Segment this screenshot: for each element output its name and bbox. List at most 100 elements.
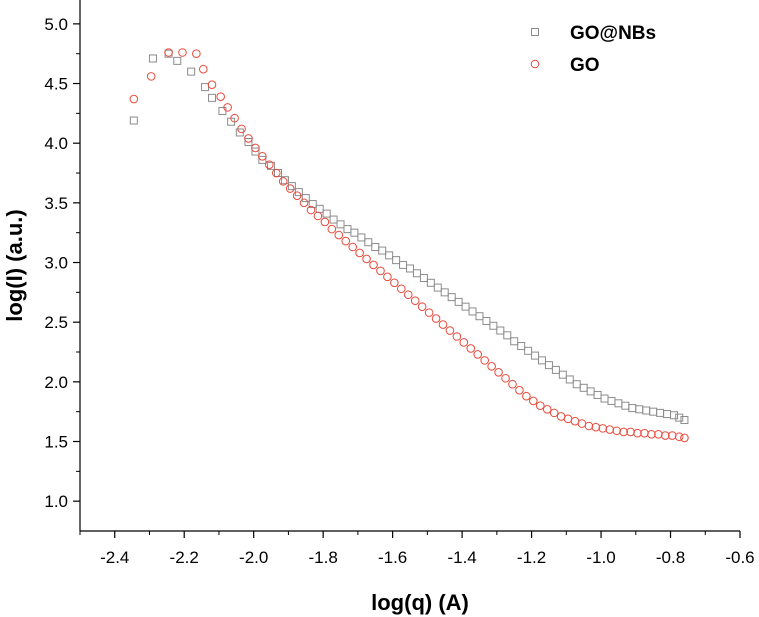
data-point <box>600 394 609 403</box>
data-point <box>410 296 420 306</box>
data-point <box>376 266 385 276</box>
y-tick-label: 1.0 <box>44 492 68 511</box>
data-point <box>529 396 538 406</box>
data-point <box>480 356 489 365</box>
data-point <box>524 346 533 355</box>
data-point <box>265 160 274 169</box>
data-point <box>406 264 414 273</box>
data-point <box>619 427 628 437</box>
data-point <box>362 254 371 264</box>
legend-label: GO <box>570 55 600 76</box>
data-point <box>558 370 567 379</box>
data-point <box>487 362 496 371</box>
data-point <box>237 124 246 134</box>
data-point <box>447 293 456 302</box>
data-point <box>329 215 338 224</box>
data-point <box>223 103 232 112</box>
data-point <box>343 225 352 234</box>
x-tick-label: -1.2 <box>517 548 546 567</box>
data-point <box>503 331 512 340</box>
x-tick-label: -2.4 <box>100 548 129 567</box>
data-point <box>670 411 678 420</box>
data-point <box>531 351 540 360</box>
data-point <box>628 404 637 413</box>
data-point <box>378 246 387 255</box>
data-point <box>320 217 330 227</box>
y-tick-label: 5.0 <box>44 15 68 34</box>
data-point <box>129 116 138 125</box>
data-point <box>635 405 644 414</box>
data-point <box>593 390 602 399</box>
data-point <box>301 194 310 203</box>
data-point <box>565 375 574 384</box>
data-point <box>315 204 324 213</box>
data-point <box>383 272 392 282</box>
data-point <box>292 191 302 200</box>
data-point <box>369 260 378 270</box>
data-point <box>433 283 442 292</box>
data-point <box>426 278 435 287</box>
data-point <box>399 260 408 269</box>
data-point <box>278 177 288 186</box>
data-point <box>607 396 616 405</box>
data-point <box>661 431 670 440</box>
data-point <box>251 147 260 156</box>
axes-layer: -2.4 -2.2 -2.0 -1.8 -1.6 -1.4 -1.2 -1.0 -0.8 -0.6… <box>44 0 755 567</box>
data-point <box>642 406 651 415</box>
data-point <box>308 200 317 209</box>
data-point <box>424 308 434 317</box>
data-point <box>654 430 663 439</box>
data-point <box>461 302 470 311</box>
x-tick-label: -1.0 <box>586 548 615 567</box>
y-tick-label: 1.5 <box>44 433 68 452</box>
data-point <box>397 284 406 294</box>
data-point <box>313 211 323 221</box>
x-tick-label: -0.6 <box>725 548 754 567</box>
data-point <box>473 350 483 359</box>
data-point <box>355 248 364 258</box>
data-point <box>475 312 484 321</box>
data-point <box>517 342 526 351</box>
legend: GO@NBs GO <box>530 23 656 76</box>
x-axis-title: log(q) (A) <box>371 590 469 615</box>
data-point <box>551 365 560 374</box>
data-point <box>501 373 510 383</box>
data-point <box>468 307 477 316</box>
data-point <box>674 432 684 442</box>
y-tick-label: 4.5 <box>44 75 68 94</box>
data-point <box>350 228 359 237</box>
data-point <box>299 198 309 208</box>
data-point <box>515 385 524 395</box>
data-point <box>412 269 421 278</box>
x-tick-label: -2.0 <box>239 548 268 567</box>
data-point <box>538 356 546 365</box>
data-point <box>419 274 428 283</box>
data-point <box>438 320 448 329</box>
y-axis-title: log(I) (a.u.) <box>2 209 27 321</box>
data-point <box>626 427 635 437</box>
x-tick-label: -2.2 <box>170 548 199 567</box>
data-point <box>579 383 588 392</box>
data-point <box>287 182 296 191</box>
data-point <box>230 113 239 123</box>
data-point <box>680 433 689 443</box>
data-point <box>605 425 615 434</box>
data-point <box>164 48 173 57</box>
data-point <box>251 143 260 153</box>
data-point <box>306 205 316 215</box>
data-point <box>271 168 281 178</box>
data-point <box>459 338 469 347</box>
data-point <box>621 401 630 410</box>
data-point <box>390 278 399 288</box>
series-go <box>129 48 689 443</box>
data-point <box>452 332 462 341</box>
data-point <box>542 404 552 414</box>
data-point <box>591 422 601 432</box>
data-point <box>336 220 345 229</box>
data-point <box>584 421 594 431</box>
data-point <box>417 302 427 311</box>
x-tick-label: -1.4 <box>447 548 476 567</box>
data-point <box>445 326 455 335</box>
data-point <box>322 209 331 218</box>
